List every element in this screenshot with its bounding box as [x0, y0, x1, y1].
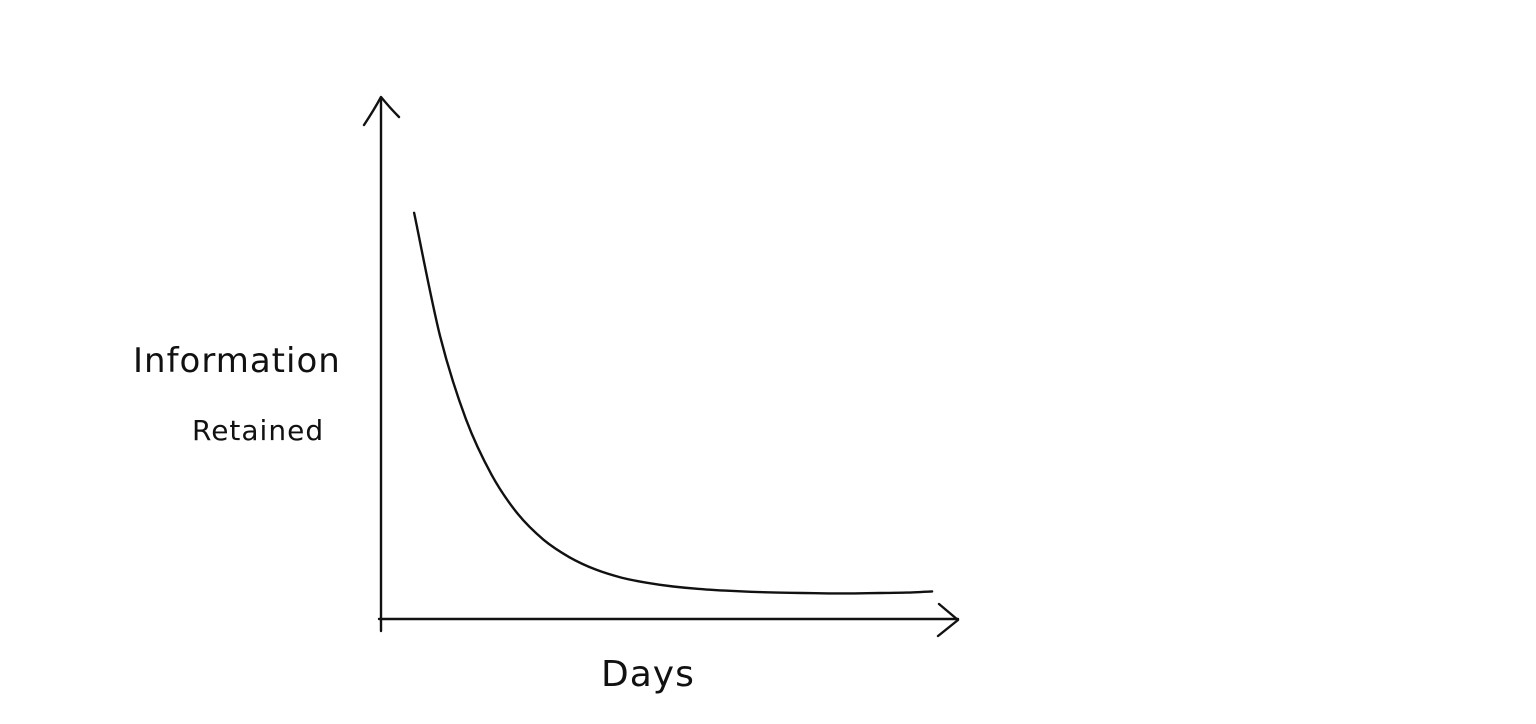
retention-curve: [412, 211, 934, 595]
y-axis-arrowhead: [362, 95, 401, 127]
x-axis-label: Days: [601, 654, 695, 695]
y-axis-label-line-1: Information: [133, 341, 341, 381]
x-axis-arrowhead: [936, 602, 960, 638]
y-axis-label-line-2: Retained: [192, 414, 324, 447]
